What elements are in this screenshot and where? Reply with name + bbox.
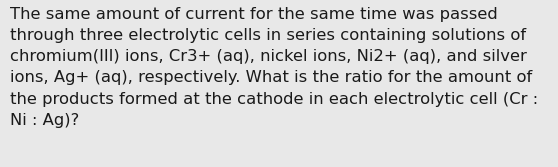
Text: The same amount of current for the same time was passed
through three electrolyt: The same amount of current for the same … (10, 7, 538, 128)
